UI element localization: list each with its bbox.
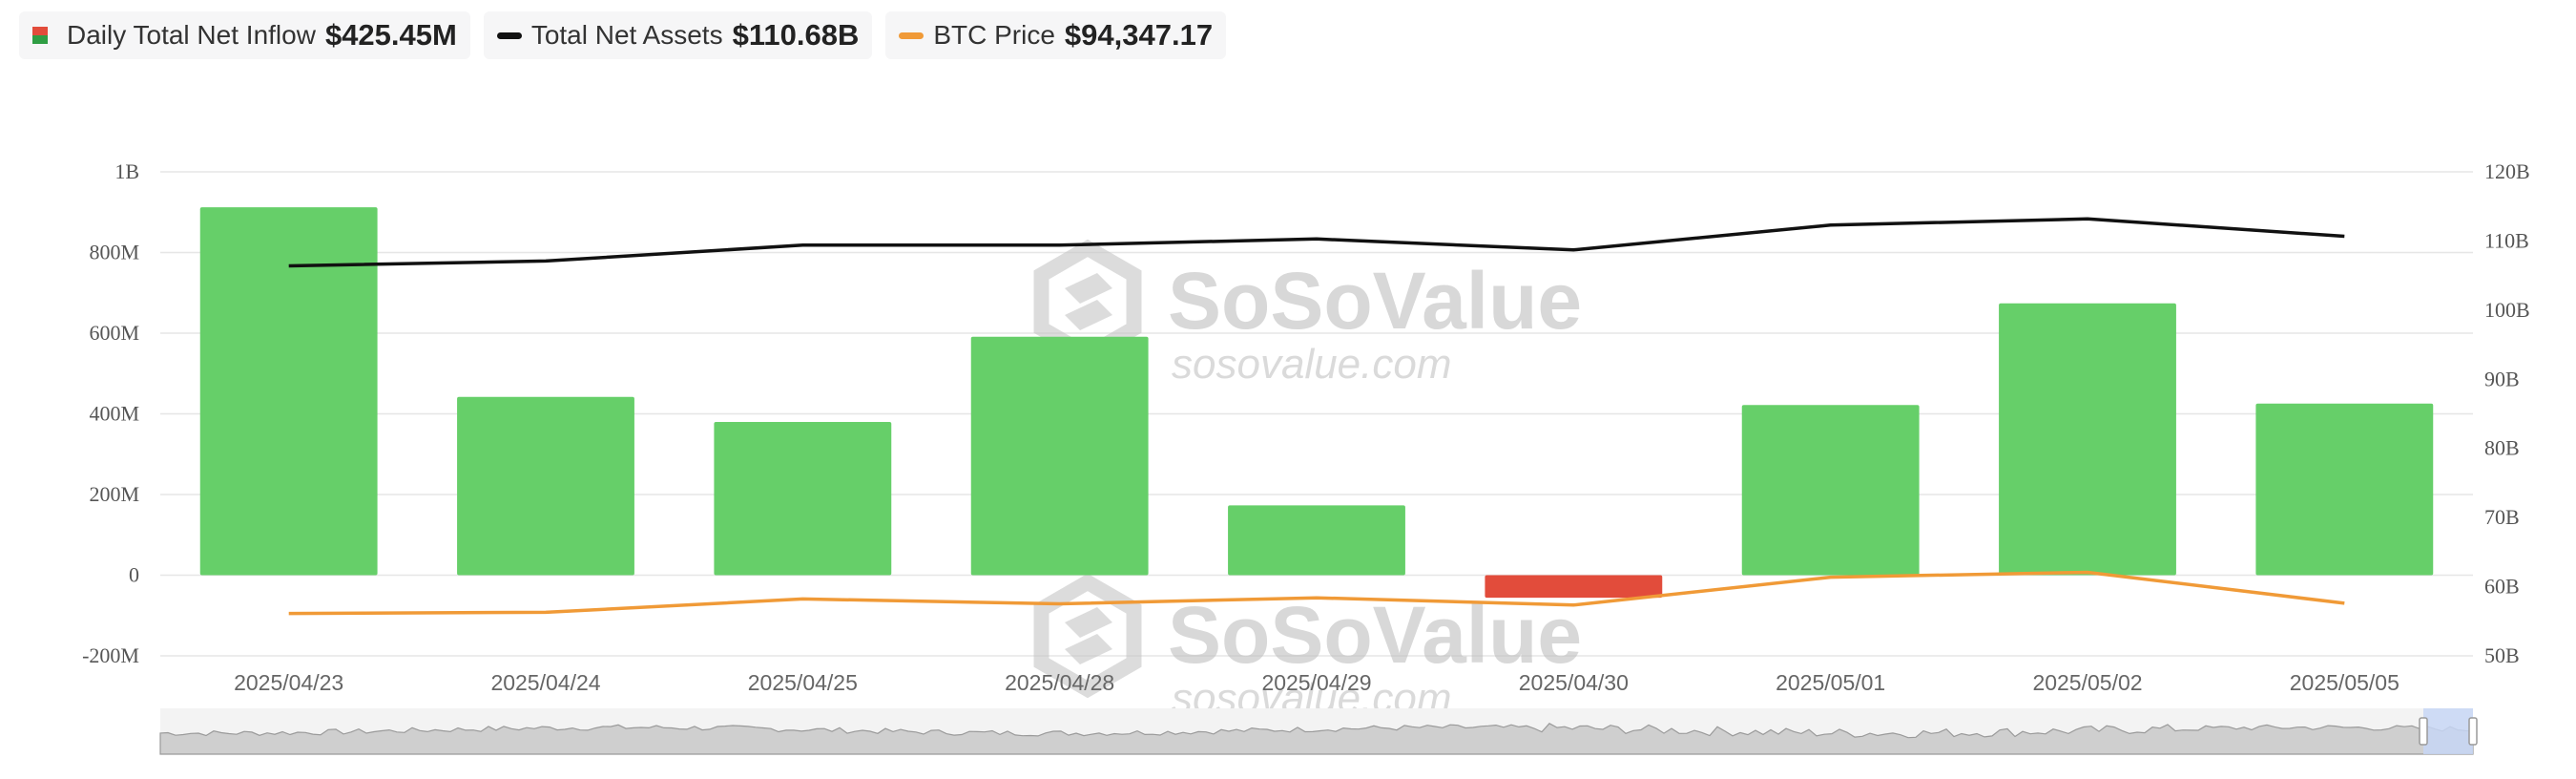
net-assets-line[interactable] [288, 217, 2345, 268]
x-tick-label: 2025/05/02 [2032, 670, 2142, 695]
inflow-bar[interactable] [714, 421, 892, 576]
x-tick-label: 2025/05/01 [1776, 670, 1885, 695]
x-tick-label: 2025/04/28 [1005, 670, 1114, 695]
left-tick-label: 1B [114, 159, 139, 183]
legend-label-assets: Total Net Assets [530, 20, 723, 50]
brand-logo-mark-icon [1065, 273, 1112, 330]
inflow-bar[interactable] [1741, 405, 1920, 576]
legend: Daily Total Net Inflow $425.45M Total Ne… [19, 11, 1227, 59]
right-tick-label: 50B [2484, 643, 2520, 667]
inflow-bar[interactable] [457, 396, 634, 576]
right-axis: 50B 60B 70B 80B 90B 100B 110B 120B [2484, 159, 2530, 667]
x-tick-label: 2025/04/23 [234, 670, 343, 695]
right-tick-label: 60B [2484, 575, 2520, 599]
navigator-selection[interactable] [2423, 708, 2473, 754]
right-tick-label: 100B [2484, 298, 2530, 322]
watermark-brand: SoSoValue [1168, 256, 1582, 346]
inflow-bar[interactable] [2255, 403, 2434, 576]
legend-item-inflow[interactable]: Daily Total Net Inflow $425.45M [19, 11, 470, 59]
assets-swatch-icon [496, 32, 522, 39]
inflow-bar[interactable] [1228, 505, 1405, 576]
inflow-bar[interactable] [1999, 303, 2176, 576]
legend-value-inflow: $425.45M [324, 18, 457, 52]
range-navigator[interactable] [159, 708, 2478, 755]
legend-item-btc[interactable]: BTC Price $94,347.17 [885, 11, 1227, 59]
btc-price-line[interactable] [288, 570, 2345, 616]
left-tick-label: -200M [82, 643, 139, 667]
left-tick-label: 200M [89, 482, 139, 506]
brand-logo-icon [1033, 573, 1142, 699]
legend-label-btc: BTC Price [933, 20, 1055, 50]
x-axis: 2025/04/23 2025/04/24 2025/04/25 2025/04/28… [234, 670, 2399, 695]
right-tick-label: 80B [2484, 436, 2520, 460]
left-tick-label: 600M [89, 321, 139, 345]
x-tick-label: 2025/04/25 [748, 670, 858, 695]
left-tick-label: 400M [89, 402, 139, 426]
left-tick-label: 0 [129, 563, 139, 587]
inflow-bar[interactable] [1485, 575, 1663, 599]
left-axis: -200M 0 200M 400M 600M 800M 1B [82, 159, 139, 667]
right-tick-label: 90B [2484, 367, 2520, 390]
brand-logo-mark-icon [1065, 607, 1112, 664]
watermark-url: sosovalue.com [1172, 341, 1451, 388]
inflow-bar[interactable] [970, 336, 1149, 576]
legend-item-assets[interactable]: Total Net Assets $110.68B [483, 11, 873, 59]
series-lines [288, 217, 2345, 616]
inflow-bars [199, 207, 2434, 599]
legend-value-btc: $94,347.17 [1064, 18, 1214, 52]
right-tick-label: 110B [2484, 228, 2529, 252]
legend-label-inflow: Daily Total Net Inflow [67, 20, 316, 50]
inflow-bar[interactable] [199, 207, 378, 576]
x-tick-label: 2025/04/30 [1519, 670, 1629, 695]
right-tick-label: 120B [2484, 159, 2530, 183]
navigator-series [159, 723, 2474, 755]
inflow-swatch-icon [32, 27, 48, 44]
navigator-handle-right[interactable] [2468, 717, 2478, 746]
right-tick-label: 70B [2484, 505, 2520, 529]
x-tick-label: 2025/05/05 [2290, 670, 2399, 695]
legend-value-assets: $110.68B [732, 18, 860, 52]
btc-swatch-icon [899, 32, 924, 39]
left-tick-label: 800M [89, 241, 139, 264]
x-tick-label: 2025/04/24 [490, 670, 600, 695]
x-tick-label: 2025/04/29 [1261, 670, 1371, 695]
navigator-handle-left[interactable] [2419, 717, 2428, 746]
